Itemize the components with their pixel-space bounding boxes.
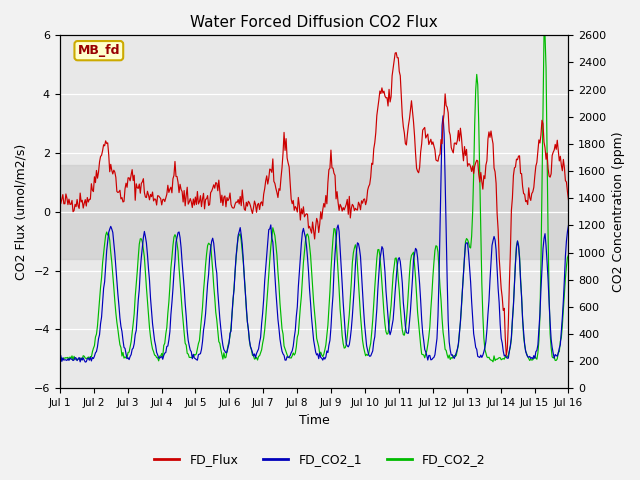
Text: MB_fd: MB_fd <box>77 44 120 57</box>
Legend: FD_Flux, FD_CO2_1, FD_CO2_2: FD_Flux, FD_CO2_1, FD_CO2_2 <box>149 448 491 471</box>
Y-axis label: CO2 Concentration (ppm): CO2 Concentration (ppm) <box>612 132 625 292</box>
Title: Water Forced Diffusion CO2 Flux: Water Forced Diffusion CO2 Flux <box>190 15 438 30</box>
X-axis label: Time: Time <box>299 414 330 427</box>
Y-axis label: CO2 Flux (umol/m2/s): CO2 Flux (umol/m2/s) <box>15 144 28 280</box>
Bar <box>60 165 568 259</box>
